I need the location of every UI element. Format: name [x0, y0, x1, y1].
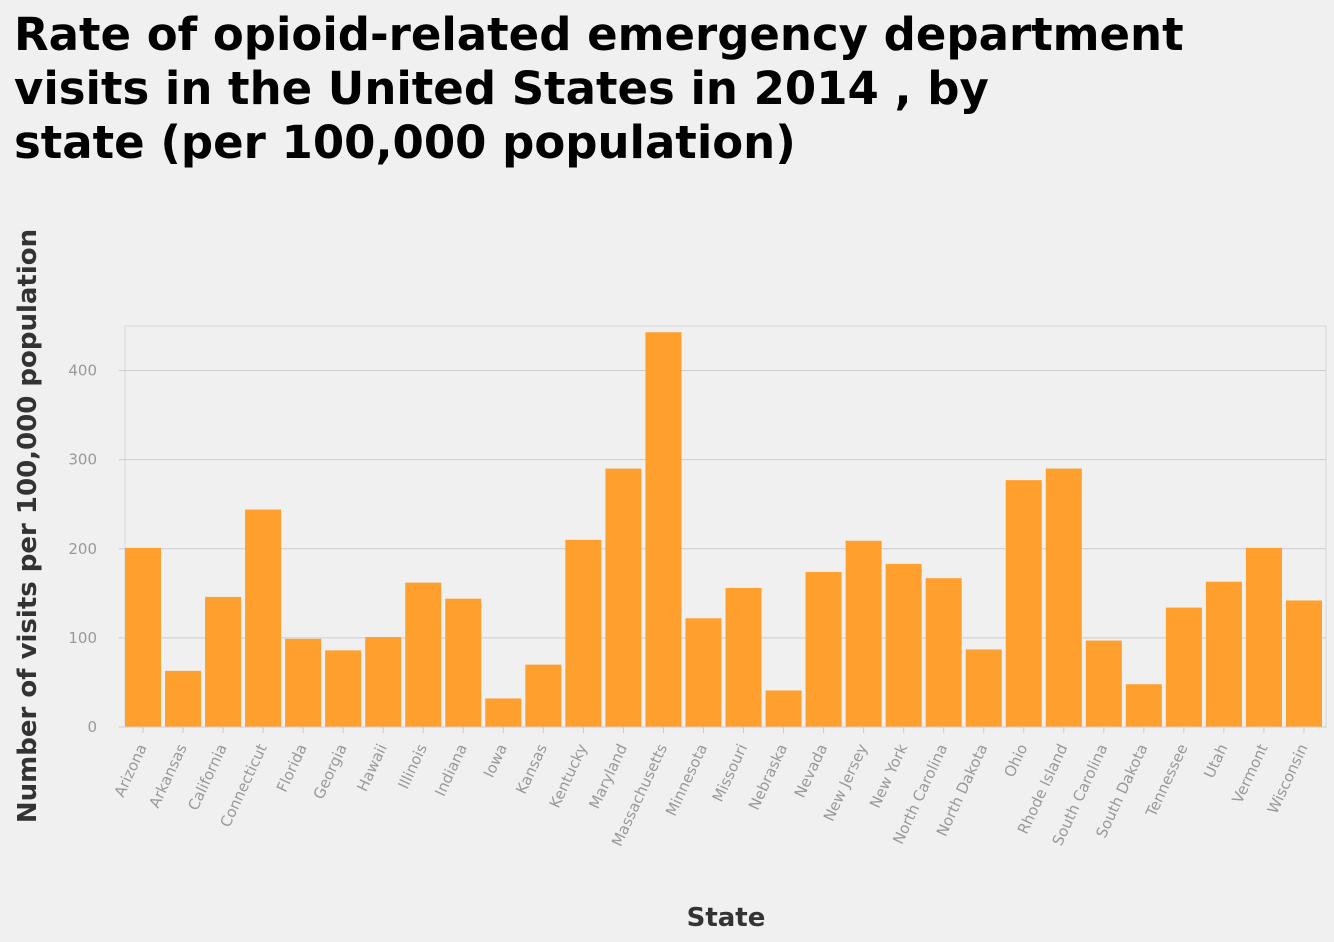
- x-tick-label: Hawaii: [353, 741, 391, 794]
- x-tick-label: Georgia: [310, 741, 351, 802]
- bar-massachusetts: [645, 332, 682, 727]
- x-tick-label: New York: [866, 741, 911, 811]
- x-tick-label: Florida: [273, 741, 311, 795]
- bar-north-carolina: [925, 578, 962, 727]
- bar-hawaii: [365, 636, 402, 727]
- bar-new-jersey: [845, 540, 882, 727]
- x-tick-label: Arkansas: [145, 741, 190, 811]
- bar-nebraska: [765, 690, 802, 727]
- bar-wisconsin: [1285, 600, 1322, 727]
- y-axis-label: Number of visits per 100,000 population: [13, 229, 43, 823]
- bar-california: [205, 596, 242, 727]
- bar-new-york: [885, 563, 922, 727]
- x-tick-label: Indiana: [431, 741, 471, 799]
- chart-title: Rate of opioid-related emergency departm…: [14, 8, 1314, 170]
- bar-south-dakota: [1125, 684, 1162, 727]
- bar-georgia: [325, 650, 362, 727]
- bars: [125, 332, 1322, 727]
- bar-south-carolina: [1085, 640, 1122, 727]
- bar-minnesota: [685, 618, 722, 727]
- bar-iowa: [485, 698, 522, 727]
- bar-north-dakota: [965, 649, 1002, 727]
- bar-indiana: [445, 598, 482, 727]
- x-tick-label: Ohio: [1000, 741, 1031, 780]
- x-tick-label: Kansas: [512, 741, 551, 797]
- x-axis-label: State: [687, 903, 766, 933]
- bar-rhode-island: [1045, 468, 1082, 727]
- x-tick-label: Illinois: [394, 741, 431, 792]
- y-tick-label: 300: [68, 451, 97, 469]
- gridlines: [125, 370, 1326, 639]
- bar-kansas: [525, 664, 562, 727]
- y-axis-ticks: 0 100 200 300 400: [68, 362, 125, 736]
- y-tick-label: 200: [68, 540, 97, 558]
- bar-nevada: [805, 571, 842, 727]
- bar-connecticut: [245, 509, 282, 727]
- x-tick-label: Nebraska: [745, 741, 791, 813]
- bar-ohio: [1005, 480, 1042, 727]
- bar-vermont: [1245, 547, 1282, 727]
- bar-kentucky: [565, 539, 602, 727]
- bar-arizona: [125, 547, 162, 727]
- bar-utah: [1205, 581, 1242, 727]
- x-tick-label: California: [184, 741, 230, 813]
- x-tick-label: Wisconsin: [1264, 741, 1312, 816]
- y-tick-label: 0: [87, 718, 97, 736]
- x-tick-label: Nevada: [791, 741, 832, 800]
- x-tick-label: Missouri: [709, 741, 751, 805]
- x-tick-label: Minnesota: [662, 741, 711, 819]
- x-tick-label: Arizona: [111, 741, 151, 800]
- y-tick-label: 400: [68, 362, 97, 380]
- bar-florida: [285, 638, 322, 727]
- x-tick-label: Maryland: [585, 741, 631, 812]
- x-tick-label: Utah: [1200, 741, 1231, 781]
- y-tick-label: 100: [68, 629, 97, 647]
- chart-title-line: visits in the United States in 2014 , by: [14, 62, 989, 115]
- bar-tennessee: [1165, 607, 1202, 727]
- bar-maryland: [605, 468, 642, 727]
- bar-missouri: [725, 587, 762, 727]
- chart-title-line: Rate of opioid-related emergency departm…: [14, 8, 1184, 61]
- x-tick-label: Iowa: [480, 741, 511, 780]
- bar-arkansas: [165, 670, 202, 727]
- x-tick-label: Vermont: [1228, 741, 1271, 806]
- bar-illinois: [405, 582, 442, 727]
- x-tick-label: Kentucky: [546, 741, 591, 811]
- chart-title-line: state (per 100,000 population): [14, 116, 796, 169]
